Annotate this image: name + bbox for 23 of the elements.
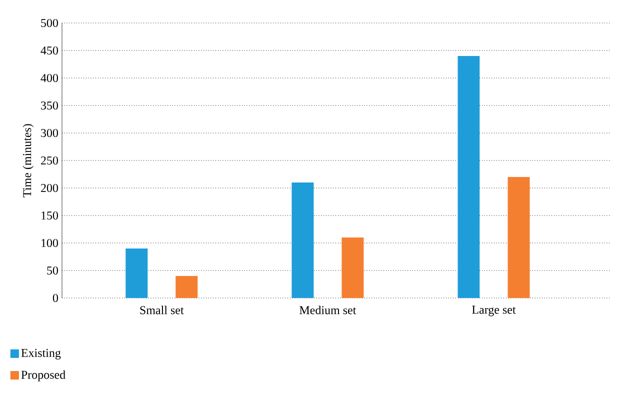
y-tick-label: 350 [41,101,58,110]
x-tick-label: Small set [140,306,184,314]
bar [458,56,480,298]
bar [342,237,364,298]
bar [176,276,198,298]
y-tick-label: 250 [41,156,58,165]
y-tick-label: 0 [52,294,58,302]
y-tick-label: 200 [41,184,58,192]
y-tick-label: 400 [40,74,58,82]
bar [292,182,314,298]
bar [126,248,148,298]
y-tick-label: 50 [47,266,58,275]
x-tick-label: Medium set [300,306,356,314]
legend-label: Proposed [21,370,66,382]
y-tick-label: 150 [42,211,58,220]
y-tick-label: 450 [40,46,58,55]
y-tick-label: 500 [41,18,58,28]
x-tick-label: Large set [472,306,516,316]
bar [508,176,530,298]
y-tick-label: 100 [42,238,58,248]
y-axis-title: Time (minutes) [22,124,34,198]
legend-label: Existing [21,348,61,360]
y-tick-label: 300 [41,128,58,138]
